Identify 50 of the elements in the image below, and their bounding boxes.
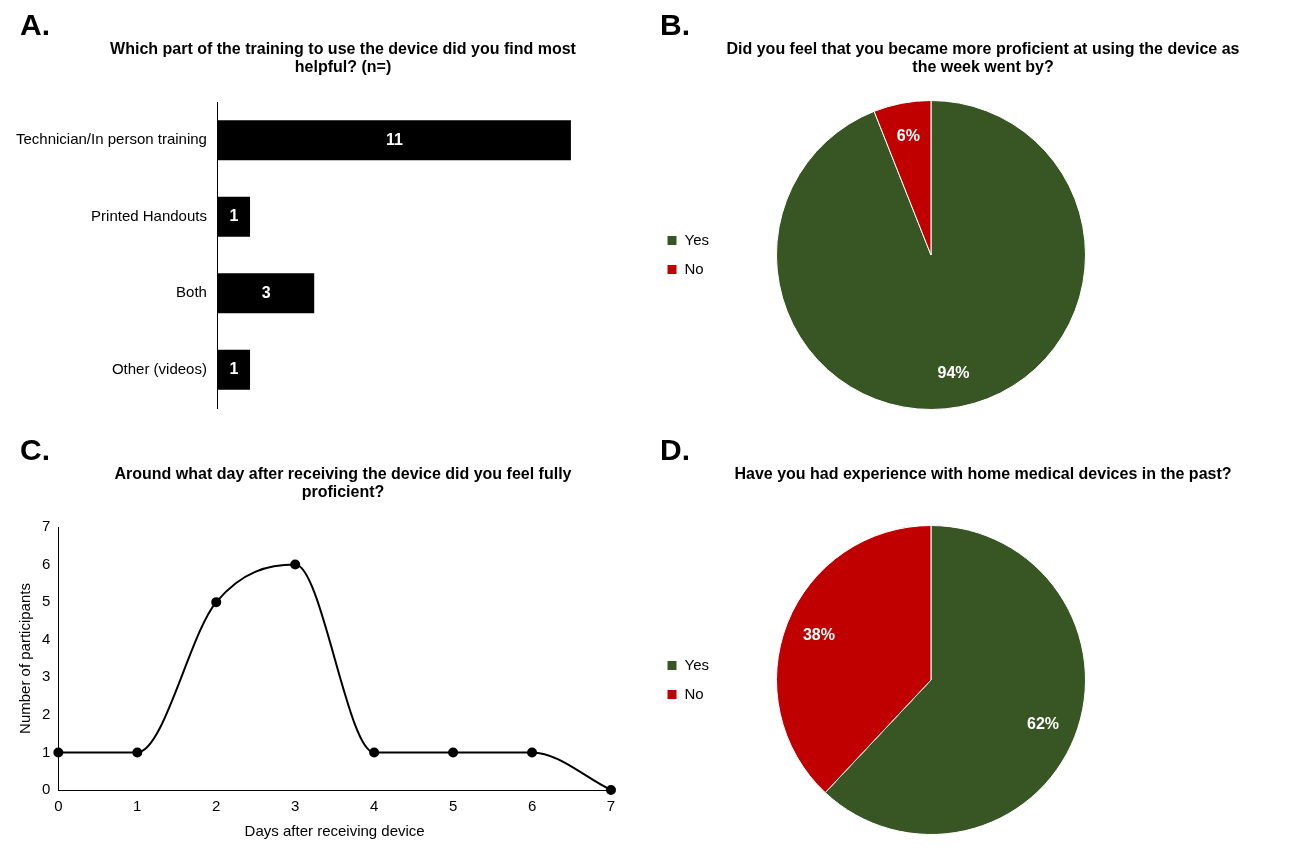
x-tick-label: 0 [54,797,63,815]
chart-title: Have you had experience with home medical devices in the past? [733,465,1233,483]
y-tick-label: Other (videos) [111,359,207,377]
x-tick-label: 2 [212,797,221,815]
point [606,785,616,795]
y-tick-label: 2 [42,705,51,722]
y-tick-label: 6 [42,554,51,572]
y-axis-title: Number of participants [16,583,34,734]
data-label: 62% [1027,714,1060,732]
text: D. [660,433,690,466]
y-tick-label: Printed Handouts [91,206,207,224]
text: A. [20,8,50,41]
y-tick-label: 7 [42,517,51,535]
data-label: 94% [937,363,970,381]
legend-label: No [684,684,704,702]
legend-label: Yes [684,655,709,673]
legend-label: Yes [684,230,709,248]
data-label: 1 [229,207,239,225]
point [53,747,64,758]
legend-label: No [684,259,704,277]
data-label: 1 [229,360,239,378]
x-tick-label: 3 [291,797,300,815]
y-tick-label: 3 [42,667,51,685]
x-tick-label: 4 [369,797,379,815]
y-tick-label: 5 [42,592,51,610]
y-tick-label: 1 [42,742,51,760]
x-tick-label: 5 [448,797,458,815]
data-label: 6% [896,127,920,145]
data-label: 3 [261,283,271,301]
x-tick-label: 6 [527,797,537,815]
chart-title: Did you feel that you became more proficient at using the device as the week went by? [725,40,1241,76]
x-tick-label: 7 [606,797,616,815]
data-label: 11 [385,130,403,148]
point [527,747,538,758]
y-tick-label: Both [176,283,207,301]
y-tick-label: 4 [42,629,51,647]
y-tick-label: Technician/In person training [16,130,207,148]
data-label: 38% [802,626,835,644]
point [290,559,301,570]
y-tick-label: 0 [42,780,51,798]
x-axis-title: Days after receiving device [244,822,425,840]
point [448,747,459,758]
text: C. [20,433,50,466]
chart-title: Which part of the training to use the device did you find most helpful? (n=) [109,40,577,76]
text: B. [660,8,690,41]
point [132,747,143,758]
x-tick-label: 1 [133,797,142,815]
point [211,597,222,608]
chart-title: Around what day after receiving the device did you feel fully proficient? [113,465,573,501]
point [369,747,380,758]
